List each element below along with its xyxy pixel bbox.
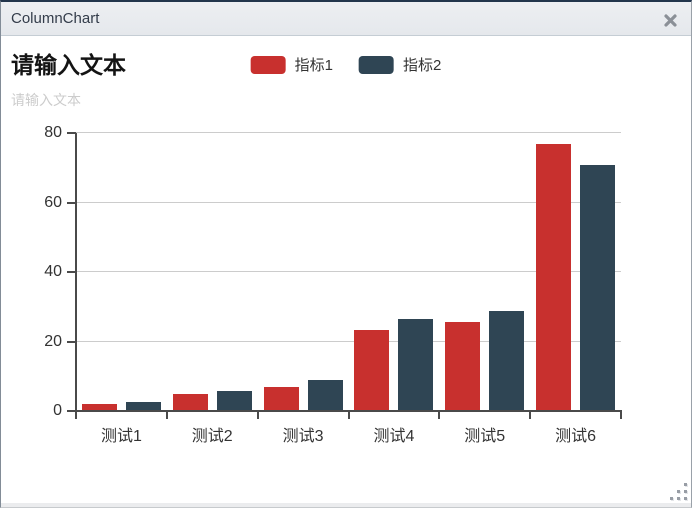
- gridline-20: [76, 340, 621, 342]
- legend-label: 指标2: [403, 57, 442, 74]
- resize-grip-dot: [677, 497, 680, 500]
- bar-group-测试4: [348, 133, 439, 411]
- close-icon[interactable]: [661, 11, 679, 29]
- x-axis-tick: [620, 411, 622, 419]
- resize-grip-dot: [684, 483, 687, 486]
- bar-group-测试6: [530, 133, 621, 411]
- window-title: ColumnChart: [11, 10, 100, 27]
- y-axis-tick-label: 20: [44, 332, 62, 350]
- y-axis-tick: [67, 340, 76, 343]
- resize-grip[interactable]: [663, 476, 687, 500]
- y-axis-tick-label: 60: [44, 193, 62, 211]
- bar-指标2-测试4[interactable]: [398, 319, 434, 411]
- y-axis-tick-label: 40: [44, 263, 62, 280]
- x-axis-label: 测试3: [282, 428, 324, 445]
- x-axis-label: 测试5: [464, 428, 506, 445]
- x-axis-tick: [529, 411, 532, 419]
- gridline-40: [76, 271, 621, 272]
- resize-grip-dot: [670, 497, 673, 500]
- x-axis-tick: [347, 411, 350, 419]
- x-axis-tick: [165, 411, 168, 419]
- bar-指标2-测试5[interactable]: [489, 311, 525, 411]
- gridline-60: [76, 201, 621, 203]
- y-axis-tick: [67, 410, 76, 412]
- chart-plot-area: 0 20 40 60 80 测试1 测试2 测试3 测试4 测试5 测试6: [44, 124, 622, 445]
- bar-指标1-测试1[interactable]: [81, 404, 117, 411]
- x-axis-tick: [75, 411, 77, 419]
- bar-group-测试2: [167, 133, 258, 411]
- resize-grip-dot: [677, 490, 680, 493]
- legend-swatch-icon: [250, 55, 286, 74]
- x-axis-label: 测试6: [555, 428, 597, 445]
- window-titlebar[interactable]: ColumnChart: [1, 2, 691, 36]
- x-axis-label: 测试1: [100, 428, 142, 445]
- resize-grip-dot: [684, 497, 687, 500]
- y-axis-tick: [67, 271, 76, 273]
- x-axis-label: 测试4: [373, 428, 415, 445]
- bar-指标2-测试3[interactable]: [307, 379, 343, 411]
- y-axis-tick-label: 0: [53, 402, 62, 419]
- legend: 指标1 指标2: [250, 54, 441, 75]
- legend-label: 指标1: [294, 57, 333, 74]
- legend-swatch-icon: [359, 55, 394, 74]
- bar-group-测试5: [439, 133, 530, 411]
- bar-groups: [76, 133, 621, 411]
- chart-subtitle: 请输入文本: [11, 92, 81, 108]
- y-axis-tick-label: 80: [44, 124, 62, 141]
- legend-item-指标2[interactable]: 指标2: [359, 54, 441, 75]
- gridline-80: [76, 132, 621, 133]
- x-axis-tick: [438, 411, 441, 419]
- bar-group-测试1: [76, 133, 167, 411]
- bar-指标1-测试5[interactable]: [445, 322, 481, 411]
- chart-title: 请输入文本: [11, 52, 126, 78]
- y-axis-tick: [67, 132, 76, 134]
- bar-指标2-测试2[interactable]: [216, 390, 252, 411]
- window-bottom-edge: [1, 503, 691, 507]
- resize-grip-dot: [684, 490, 687, 493]
- bar-指标2-测试1[interactable]: [125, 401, 161, 411]
- bar-指标1-测试3[interactable]: [263, 386, 299, 411]
- bar-指标1-测试4[interactable]: [354, 330, 390, 411]
- x-axis-tick: [256, 411, 259, 419]
- bar-指标1-测试6[interactable]: [536, 144, 572, 411]
- x-axis-label: 测试2: [191, 428, 233, 445]
- bar-指标2-测试6[interactable]: [580, 165, 616, 411]
- legend-item-指标1[interactable]: 指标1: [250, 54, 333, 75]
- y-axis-tick: [67, 201, 76, 204]
- bar-指标1-测试2[interactable]: [172, 393, 208, 411]
- bar-group-测试3: [258, 133, 349, 411]
- y-axis-line: [75, 133, 77, 413]
- x-axis-line: [67, 410, 622, 412]
